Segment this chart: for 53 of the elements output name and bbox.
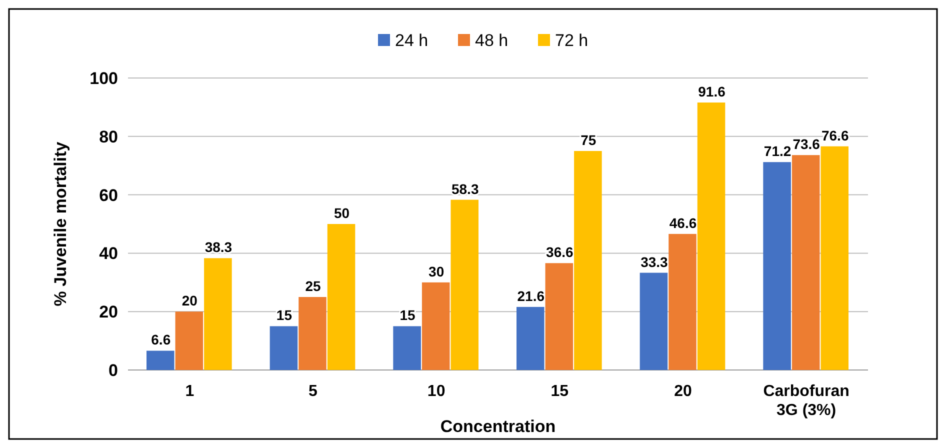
- legend-label: 24 h: [395, 31, 428, 50]
- x-tick-label: Carbofuran 3G (3%): [763, 383, 850, 419]
- data-label: 20: [182, 292, 198, 309]
- data-label: 38.3: [204, 239, 232, 256]
- bar: [450, 200, 478, 370]
- bar: [422, 282, 450, 370]
- x-axis-title: Concentration: [440, 417, 556, 436]
- data-label: 71.2: [764, 143, 792, 160]
- bar: [175, 312, 204, 370]
- x-tick-label: 15: [550, 383, 569, 400]
- data-label: 25: [305, 278, 321, 294]
- x-tick-label: 1: [185, 383, 194, 400]
- data-label: 30: [428, 263, 444, 280]
- bar: [327, 224, 356, 370]
- bar: [792, 155, 820, 370]
- y-tick-label: 40: [99, 244, 118, 264]
- bar: [574, 151, 602, 370]
- data-label: 58.3: [451, 180, 479, 197]
- legend-label: 72 h: [555, 31, 588, 50]
- data-label: 91.6: [698, 84, 726, 100]
- data-label: 75: [580, 132, 596, 148]
- y-tick-label: 20: [99, 302, 118, 322]
- legend-label: 48 h: [475, 31, 508, 50]
- bar: [393, 326, 421, 370]
- y-tick-label: 80: [99, 127, 118, 146]
- y-tick-label: 0: [108, 360, 118, 380]
- x-tick-label: 5: [308, 383, 318, 400]
- bar: [668, 234, 696, 370]
- bar: [204, 258, 232, 370]
- x-tick-label: 10: [427, 383, 446, 400]
- x-tick-label: 20: [674, 383, 692, 400]
- data-label: 50: [334, 205, 350, 221]
- data-label: 15: [400, 307, 416, 324]
- bar: [697, 102, 726, 370]
- bar: [545, 263, 574, 370]
- y-axis-title: % Juvenile mortality: [51, 141, 70, 306]
- bar: [820, 146, 848, 370]
- data-label: 21.6: [517, 288, 545, 304]
- bar: [763, 162, 791, 370]
- data-label: 73.6: [792, 136, 820, 152]
- y-tick-label: 60: [99, 186, 118, 205]
- data-label: 46.6: [669, 214, 697, 231]
- y-tick-label: 100: [90, 68, 118, 88]
- data-label: 15: [276, 307, 292, 324]
- bar: [516, 306, 544, 370]
- data-label: 33.3: [640, 254, 668, 270]
- bar: [298, 297, 326, 370]
- bar: [146, 350, 174, 370]
- bar: [640, 272, 668, 370]
- bar: [270, 326, 298, 370]
- data-label: 36.6: [546, 244, 574, 260]
- data-label: 76.6: [821, 127, 849, 144]
- data-label: 6.6: [151, 332, 171, 348]
